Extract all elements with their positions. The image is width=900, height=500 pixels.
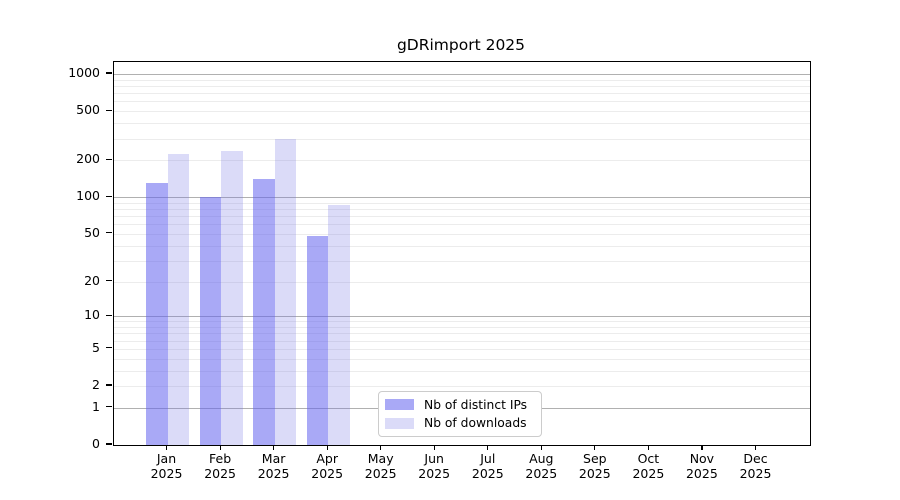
y-tick-mark xyxy=(106,314,112,316)
y-tick-label: 100 xyxy=(76,188,100,204)
legend-swatch-distinct-ips xyxy=(385,399,414,411)
gridline-major xyxy=(114,316,810,318)
gridline-minor xyxy=(114,245,810,247)
x-tick-label: Nov 2025 xyxy=(685,451,718,481)
gridline-minor xyxy=(114,358,810,360)
y-tick-mark xyxy=(106,195,112,197)
gridline-minor xyxy=(114,233,810,235)
legend: Nb of distinct IPs Nb of downloads xyxy=(378,391,542,437)
y-tick-mark xyxy=(106,347,112,349)
y-tick-label: 5 xyxy=(92,339,100,355)
y-tick-mark xyxy=(106,232,112,234)
y-tick-label: 50 xyxy=(84,224,100,240)
gridline-minor xyxy=(114,93,810,95)
gridline-minor xyxy=(114,216,810,218)
x-tick-label: Jan 2025 xyxy=(150,451,183,481)
bar-distinct-ips-feb xyxy=(199,197,222,445)
plot-area xyxy=(113,61,811,446)
legend-swatch-downloads xyxy=(385,417,414,429)
gridline-minor xyxy=(114,281,810,283)
y-tick-label: 1000 xyxy=(68,65,100,80)
y-tick-label: 1 xyxy=(92,398,100,414)
y-tick-mark xyxy=(106,443,112,445)
gridline-minor xyxy=(114,202,810,204)
y-tick-mark xyxy=(106,72,112,74)
legend-item-distinct-ips: Nb of distinct IPs xyxy=(379,398,541,412)
x-tick-mark xyxy=(754,445,757,450)
x-tick-mark xyxy=(540,445,542,450)
gridline-minor xyxy=(114,123,810,125)
legend-label-downloads: Nb of downloads xyxy=(424,416,527,431)
x-tick-mark xyxy=(380,445,382,450)
y-tick-label: 20 xyxy=(84,272,100,288)
y-tick-mark xyxy=(106,279,112,282)
gridline-minor xyxy=(114,327,810,328)
gridline-minor xyxy=(114,160,810,162)
y-tick-mark xyxy=(106,384,112,386)
gridline-minor xyxy=(114,386,810,387)
y-tick-mark xyxy=(106,158,112,160)
bar-distinct-ips-mar xyxy=(253,178,275,445)
x-tick-mark xyxy=(487,445,489,450)
y-tick-label: 500 xyxy=(76,102,100,118)
y-tick-label: 0 xyxy=(92,436,100,451)
x-tick-mark xyxy=(433,445,435,450)
y-tick-mark xyxy=(106,109,112,111)
bar-downloads-mar xyxy=(274,138,297,445)
y-tick-label: 10 xyxy=(84,307,100,323)
y-tick-mark xyxy=(106,406,112,408)
x-tick-label: Sep 2025 xyxy=(578,451,611,481)
x-tick-label: Dec 2025 xyxy=(739,451,772,481)
y-tick-label: 200 xyxy=(76,151,100,167)
x-tick-mark xyxy=(701,445,703,450)
x-tick-label: Mar 2025 xyxy=(257,451,290,481)
x-tick-mark xyxy=(273,445,275,450)
gridline-minor xyxy=(114,333,810,335)
bar-downloads-jan xyxy=(167,153,189,445)
x-tick-label: Oct 2025 xyxy=(632,451,665,481)
gridline-minor xyxy=(114,209,810,210)
chart-title: gDRimport 2025 xyxy=(396,36,526,54)
gridline-minor xyxy=(114,370,810,372)
x-tick-label: Jun 2025 xyxy=(418,451,451,481)
bar-downloads-apr xyxy=(328,205,350,445)
x-tick-label: Feb 2025 xyxy=(204,451,236,481)
gridline-major xyxy=(114,197,810,199)
legend-label-distinct-ips: Nb of distinct IPs xyxy=(424,397,528,412)
gridline-minor xyxy=(114,340,810,342)
gridline-major xyxy=(114,74,810,75)
x-tick-mark xyxy=(594,445,596,450)
x-tick-mark xyxy=(219,445,221,450)
gridline-minor xyxy=(114,85,810,87)
gridline-minor xyxy=(114,348,810,350)
bar-distinct-ips-apr xyxy=(306,236,329,445)
x-tick-label: Apr 2025 xyxy=(311,451,344,481)
gridline-minor xyxy=(114,224,810,226)
gridline-minor xyxy=(114,321,810,323)
gridline-minor xyxy=(114,79,810,81)
x-tick-label: Aug 2025 xyxy=(525,451,558,481)
gridline-minor xyxy=(114,138,810,140)
gridline-minor xyxy=(114,260,810,262)
bar-distinct-ips-jan xyxy=(146,183,168,445)
y-tick-label: 2 xyxy=(92,377,100,392)
x-tick-label: May 2025 xyxy=(364,451,397,481)
x-tick-mark xyxy=(647,445,650,450)
x-tick-mark xyxy=(165,445,168,450)
x-tick-label: Jul 2025 xyxy=(471,451,504,481)
legend-item-downloads: Nb of downloads xyxy=(379,416,541,430)
gridline-minor xyxy=(114,111,810,113)
gridline-minor xyxy=(114,101,810,103)
x-tick-mark xyxy=(326,445,328,450)
bar-downloads-feb xyxy=(221,150,243,445)
